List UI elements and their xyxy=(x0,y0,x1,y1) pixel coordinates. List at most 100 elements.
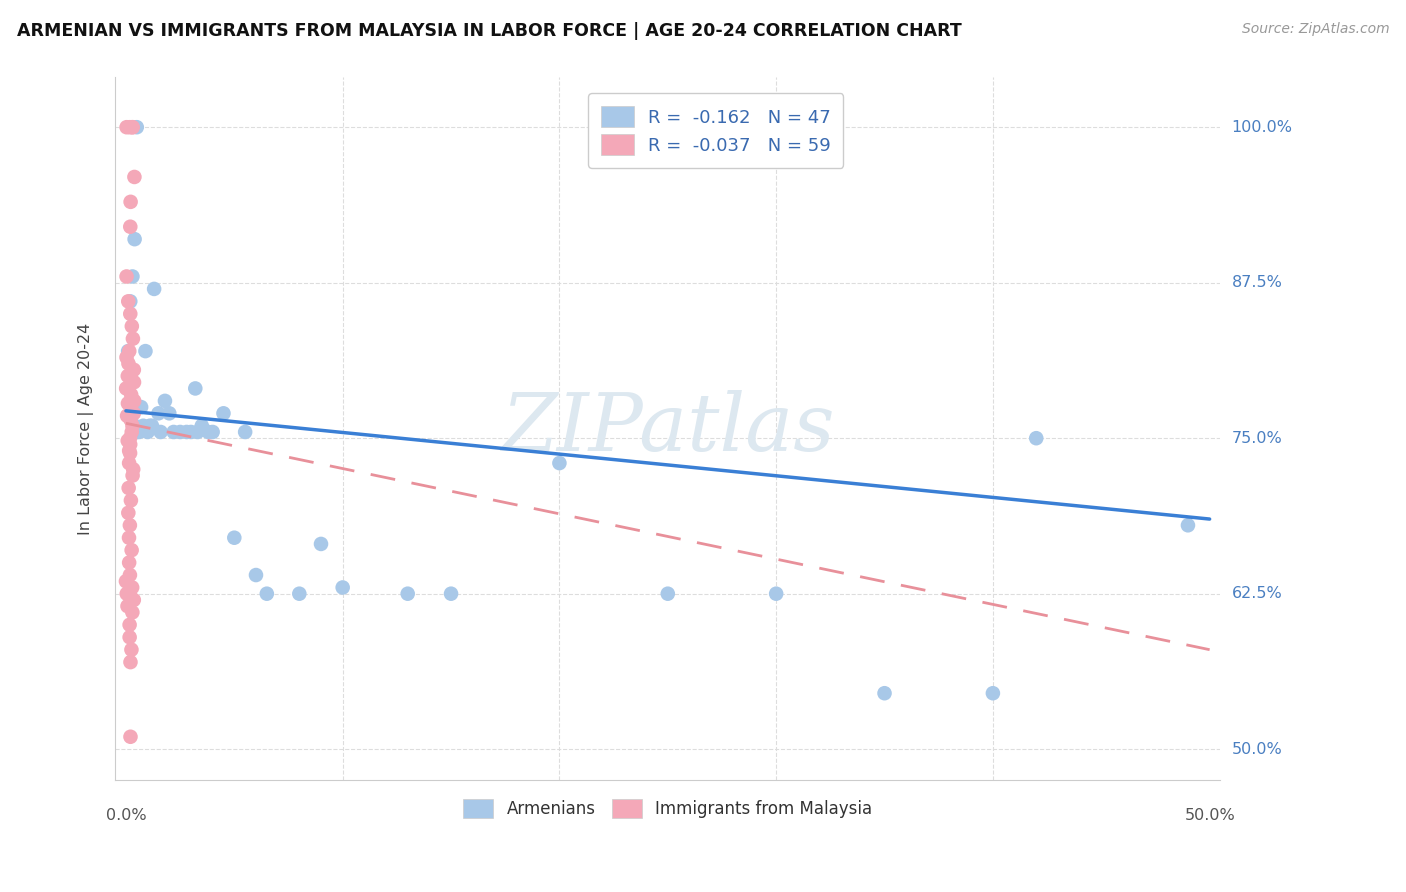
Point xyxy=(186,425,208,439)
Point xyxy=(122,393,145,408)
Point xyxy=(440,587,463,601)
Point xyxy=(212,406,235,420)
Point xyxy=(124,169,146,184)
Point xyxy=(120,730,142,744)
Point xyxy=(115,587,138,601)
Point xyxy=(201,425,224,439)
Point xyxy=(197,425,219,439)
Point xyxy=(117,506,139,520)
Point xyxy=(122,593,145,607)
Point xyxy=(162,425,184,439)
Point xyxy=(118,456,141,470)
Point xyxy=(125,425,148,439)
Point xyxy=(121,120,143,135)
Point xyxy=(120,642,142,657)
Point xyxy=(180,425,202,439)
Point xyxy=(122,375,145,389)
Point xyxy=(148,406,170,420)
Text: 75.0%: 75.0% xyxy=(1232,431,1282,446)
Point xyxy=(115,381,138,395)
Point xyxy=(139,418,162,433)
Point xyxy=(134,344,156,359)
Point xyxy=(136,425,159,439)
Point xyxy=(122,332,145,346)
Point xyxy=(1025,431,1047,445)
Point xyxy=(121,543,143,558)
Text: 0.0%: 0.0% xyxy=(105,808,146,823)
Point xyxy=(120,400,142,414)
Point xyxy=(120,446,142,460)
Point xyxy=(118,556,141,570)
Point xyxy=(184,381,207,395)
Point xyxy=(117,357,139,371)
Point xyxy=(115,120,138,135)
Point xyxy=(129,400,152,414)
Point xyxy=(120,307,142,321)
Legend: Armenians, Immigrants from Malaysia: Armenians, Immigrants from Malaysia xyxy=(457,792,879,825)
Point xyxy=(981,686,1004,700)
Point xyxy=(120,194,142,209)
Point xyxy=(124,418,146,433)
Point xyxy=(288,587,311,601)
Point xyxy=(157,406,180,420)
Point xyxy=(115,409,138,423)
Point xyxy=(118,587,141,601)
Text: 50.0%: 50.0% xyxy=(1184,808,1234,823)
Point xyxy=(120,437,142,451)
Point xyxy=(873,686,896,700)
Point xyxy=(149,425,172,439)
Point xyxy=(121,425,143,439)
Point xyxy=(128,425,150,439)
Point xyxy=(117,396,139,410)
Point xyxy=(121,269,143,284)
Point xyxy=(118,481,141,495)
Point xyxy=(118,630,141,644)
Point xyxy=(117,434,139,448)
Point xyxy=(309,537,332,551)
Point xyxy=(118,369,141,384)
Point xyxy=(118,518,141,533)
Point xyxy=(117,344,139,359)
Point xyxy=(120,294,142,309)
Point xyxy=(118,587,141,601)
Point xyxy=(120,219,142,234)
Point xyxy=(256,587,278,601)
Point xyxy=(121,120,143,135)
Point xyxy=(115,351,138,365)
Point xyxy=(153,393,176,408)
Point xyxy=(332,581,354,595)
Point xyxy=(396,587,419,601)
Point xyxy=(125,400,148,414)
Point xyxy=(117,369,139,384)
Text: ARMENIAN VS IMMIGRANTS FROM MALAYSIA IN LABOR FORCE | AGE 20-24 CORRELATION CHAR: ARMENIAN VS IMMIGRANTS FROM MALAYSIA IN … xyxy=(17,22,962,40)
Point xyxy=(122,363,145,377)
Point xyxy=(121,593,143,607)
Point xyxy=(121,319,143,334)
Point xyxy=(121,406,143,420)
Text: 100.0%: 100.0% xyxy=(1232,120,1292,135)
Point xyxy=(132,418,155,433)
Point xyxy=(118,568,141,582)
Point xyxy=(124,232,146,246)
Point xyxy=(121,468,143,483)
Point xyxy=(122,406,145,420)
Point xyxy=(245,568,267,582)
Point xyxy=(120,387,142,401)
Point xyxy=(548,456,571,470)
Point xyxy=(765,587,787,601)
Point xyxy=(117,294,139,309)
Text: Source: ZipAtlas.com: Source: ZipAtlas.com xyxy=(1241,22,1389,37)
Text: 50.0%: 50.0% xyxy=(1232,742,1282,756)
Point xyxy=(657,587,679,601)
Point xyxy=(224,531,246,545)
Point xyxy=(143,282,166,296)
Point xyxy=(120,655,142,669)
Point xyxy=(121,606,143,620)
Point xyxy=(115,574,138,589)
Point xyxy=(122,462,145,476)
Point xyxy=(121,581,143,595)
Point xyxy=(118,443,141,458)
Point xyxy=(118,531,141,545)
Point xyxy=(233,425,256,439)
Point xyxy=(1177,518,1199,533)
